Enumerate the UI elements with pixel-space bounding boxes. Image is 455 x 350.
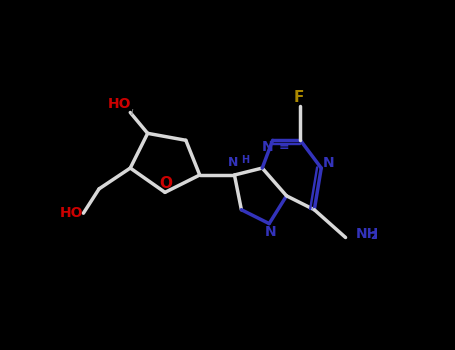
Text: =: = xyxy=(279,141,289,154)
Text: H: H xyxy=(241,155,249,166)
Text: 2: 2 xyxy=(370,231,377,241)
Text: ı: ı xyxy=(131,107,133,117)
Text: N: N xyxy=(228,156,238,169)
Text: N: N xyxy=(262,140,273,154)
Text: NH: NH xyxy=(356,227,379,241)
Text: N: N xyxy=(323,156,334,170)
Text: HO: HO xyxy=(108,97,131,111)
Text: HO: HO xyxy=(60,206,83,220)
Text: O: O xyxy=(160,176,172,191)
Text: N: N xyxy=(265,225,277,239)
Text: F: F xyxy=(293,90,304,105)
